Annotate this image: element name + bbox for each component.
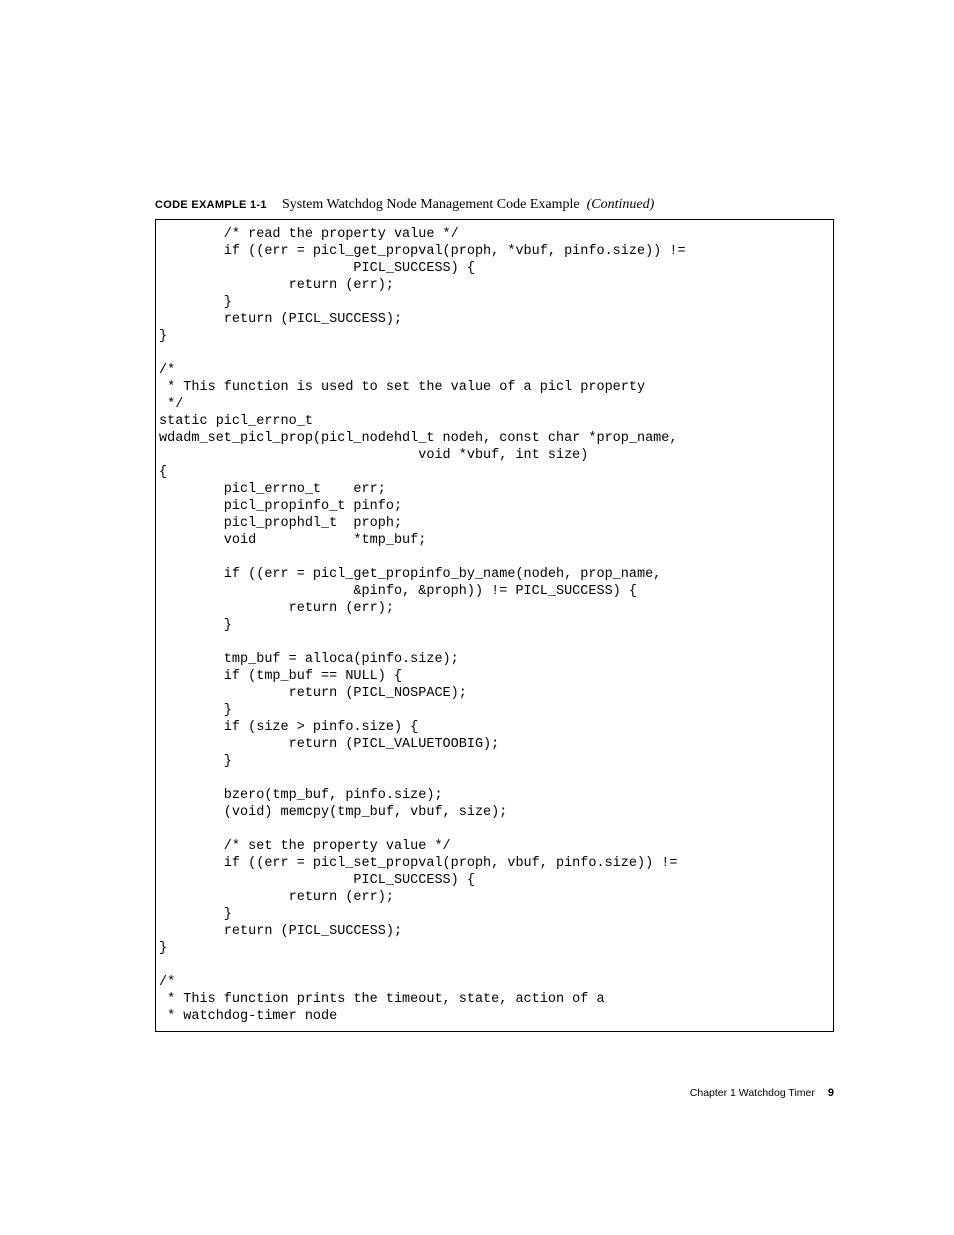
caption-title: System Watchdog Node Management Code Exa…: [282, 197, 654, 212]
caption-title-text: System Watchdog Node Management Code Exa…: [282, 197, 580, 212]
page-footer: Chapter 1 Watchdog Timer 9: [690, 1085, 834, 1100]
code-example-caption: CODE EXAMPLE 1-1 System Watchdog Node Ma…: [155, 196, 834, 213]
document-page: CODE EXAMPLE 1-1 System Watchdog Node Ma…: [0, 0, 954, 1032]
code-listing-box: /* read the property value */ if ((err =…: [155, 219, 834, 1032]
code-listing: /* read the property value */ if ((err =…: [156, 226, 833, 1025]
footer-chapter: Chapter 1 Watchdog Timer: [690, 1087, 815, 1099]
caption-label: CODE EXAMPLE 1-1: [155, 199, 267, 211]
caption-continued: (Continued): [583, 197, 654, 212]
footer-page-number: 9: [828, 1087, 834, 1099]
